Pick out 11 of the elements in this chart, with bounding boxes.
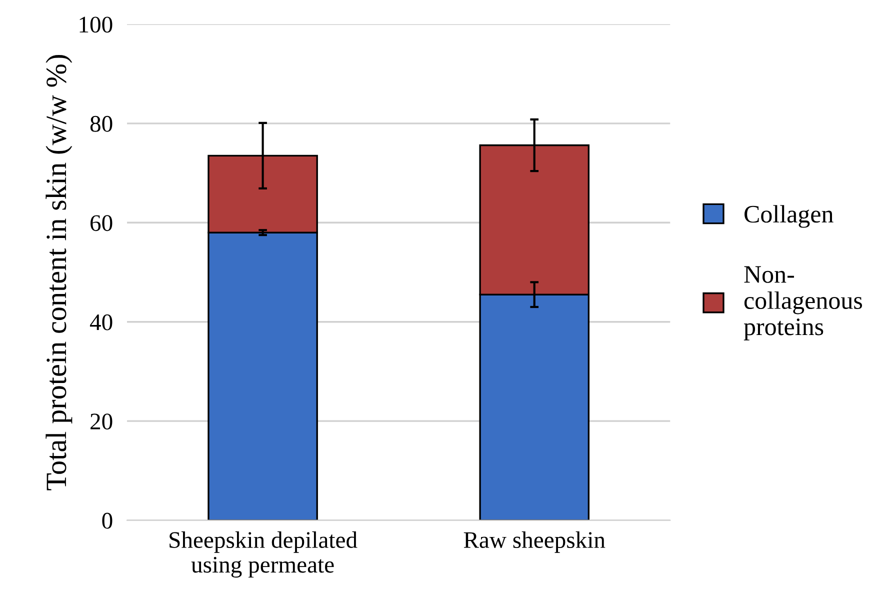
y-tick-label: 40	[90, 314, 112, 330]
legend-label: Collagen	[744, 205, 834, 228]
x-tick-label: Sheepskin depilated using permeate	[170, 531, 358, 578]
y-tick-label: 20	[90, 414, 112, 430]
y-tick-label: 80	[90, 116, 112, 132]
y-tick-label: 0	[102, 512, 112, 529]
legend-label: Non- collagenous proteins	[744, 266, 862, 340]
y-axis-title: Total protein content in skin (w/w %)	[46, 55, 72, 490]
y-tick-label: 60	[90, 215, 112, 232]
x-tick-label: Raw sheepskin	[464, 531, 606, 553]
y-tick-label: 100	[80, 16, 112, 33]
